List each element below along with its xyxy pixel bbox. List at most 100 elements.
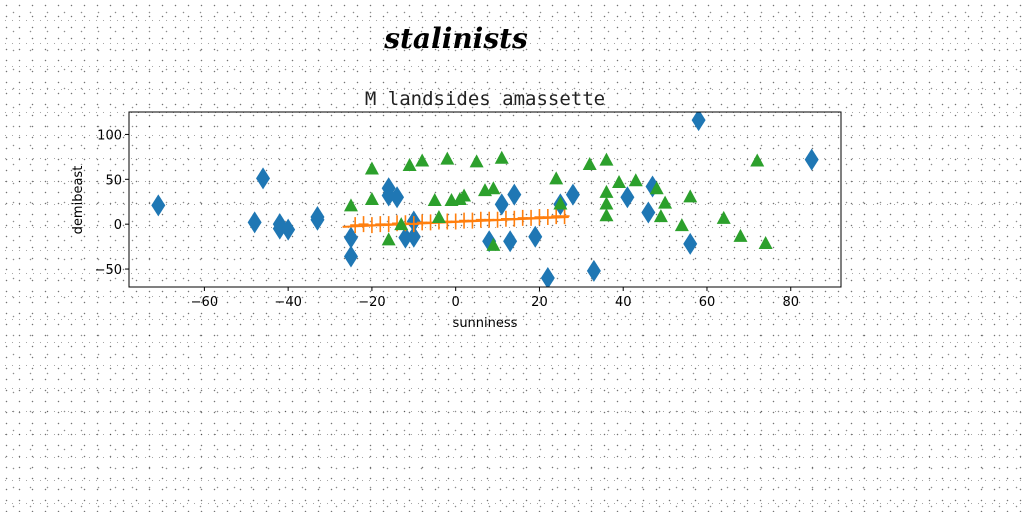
data-point [649, 181, 664, 195]
data-point [565, 183, 580, 206]
y-tick-label: 0 [114, 218, 122, 233]
data-point [381, 232, 396, 246]
data-point [658, 195, 673, 209]
data-point [427, 192, 442, 206]
x-tick-label: 0 [452, 295, 460, 310]
figure-suptitle: stalinists [384, 22, 528, 55]
data-point [450, 213, 461, 230]
y-tick-label: −50 [95, 263, 122, 278]
data-point [431, 210, 446, 223]
data-point [350, 217, 361, 234]
data-point [653, 209, 668, 223]
data-point [691, 112, 706, 132]
x-axis: −60 −40 −20 0 20 40 60 80 [191, 287, 799, 310]
data-point [612, 175, 627, 188]
data-point [415, 153, 430, 167]
data-point [406, 225, 421, 248]
data-point [500, 210, 511, 227]
data-point [256, 167, 271, 190]
x-tick-label: −60 [191, 295, 218, 310]
data-point [551, 208, 562, 225]
data-point [559, 208, 570, 225]
series-0 [151, 112, 819, 287]
data-point [457, 188, 472, 202]
data-point [553, 196, 568, 210]
data-point [582, 157, 597, 171]
data-point [509, 210, 520, 227]
data-point [417, 214, 428, 231]
data-point [804, 148, 819, 171]
data-point [494, 193, 509, 216]
y-axis: −50 0 50 100 [95, 128, 129, 278]
x-tick-label: −20 [358, 295, 385, 310]
data-point [716, 210, 731, 224]
data-point [486, 237, 501, 251]
data-point [408, 216, 419, 233]
data-point [390, 186, 405, 209]
data-point [364, 192, 379, 206]
data-point [542, 209, 553, 225]
data-point [381, 184, 396, 207]
data-point [475, 211, 486, 228]
data-point [758, 236, 773, 250]
plot-frame [128, 111, 842, 288]
y-tick-label: 100 [97, 128, 122, 143]
data-point [364, 161, 379, 175]
data-point [599, 208, 614, 222]
data-point [517, 209, 528, 226]
data-point [641, 201, 656, 224]
data-point [272, 217, 287, 240]
data-point [534, 209, 545, 225]
x-axis-label: sunniness [453, 316, 518, 331]
data-point [526, 209, 537, 226]
data-point [343, 198, 358, 212]
x-tick-label: 20 [531, 295, 548, 310]
data-point [586, 259, 601, 282]
data-point [528, 225, 543, 248]
data-point [394, 217, 409, 231]
data-point [310, 208, 325, 231]
data-point [599, 152, 614, 166]
data-point [540, 267, 555, 287]
data-point [599, 196, 614, 210]
data-point [750, 153, 765, 167]
series-2 [343, 150, 773, 251]
data-point [366, 217, 377, 234]
x-tick-label: 80 [782, 295, 799, 310]
data-point [440, 151, 455, 165]
y-tick-label: 50 [105, 173, 122, 188]
data-point [494, 150, 509, 164]
data-point [469, 154, 484, 168]
y-axis-label: demibeast [71, 166, 86, 235]
x-tick-label: −40 [274, 295, 301, 310]
data-point [459, 212, 470, 229]
data-point [358, 216, 369, 233]
data-point [733, 228, 748, 242]
data-point [683, 232, 698, 255]
data-point [375, 216, 386, 233]
data-point [507, 183, 522, 206]
data-point [683, 189, 698, 203]
data-point [383, 216, 394, 233]
data-point [599, 184, 614, 198]
data-point [620, 186, 635, 209]
data-point [549, 171, 564, 185]
x-tick-label: 40 [615, 295, 632, 310]
data-point [281, 218, 296, 241]
data-point [467, 212, 478, 229]
data-point [674, 218, 689, 232]
x-tick-label: 60 [699, 295, 716, 310]
data-point [628, 173, 643, 187]
data-point [402, 157, 417, 171]
data-point [343, 245, 358, 268]
plot-marks [151, 112, 819, 287]
data-point [486, 181, 501, 195]
data-point [247, 211, 262, 234]
data-point [492, 211, 503, 228]
data-point [484, 211, 495, 228]
data-point [151, 194, 166, 217]
data-point [398, 226, 413, 249]
chart-title: M landsides amassette [365, 88, 605, 110]
data-point [503, 230, 518, 253]
